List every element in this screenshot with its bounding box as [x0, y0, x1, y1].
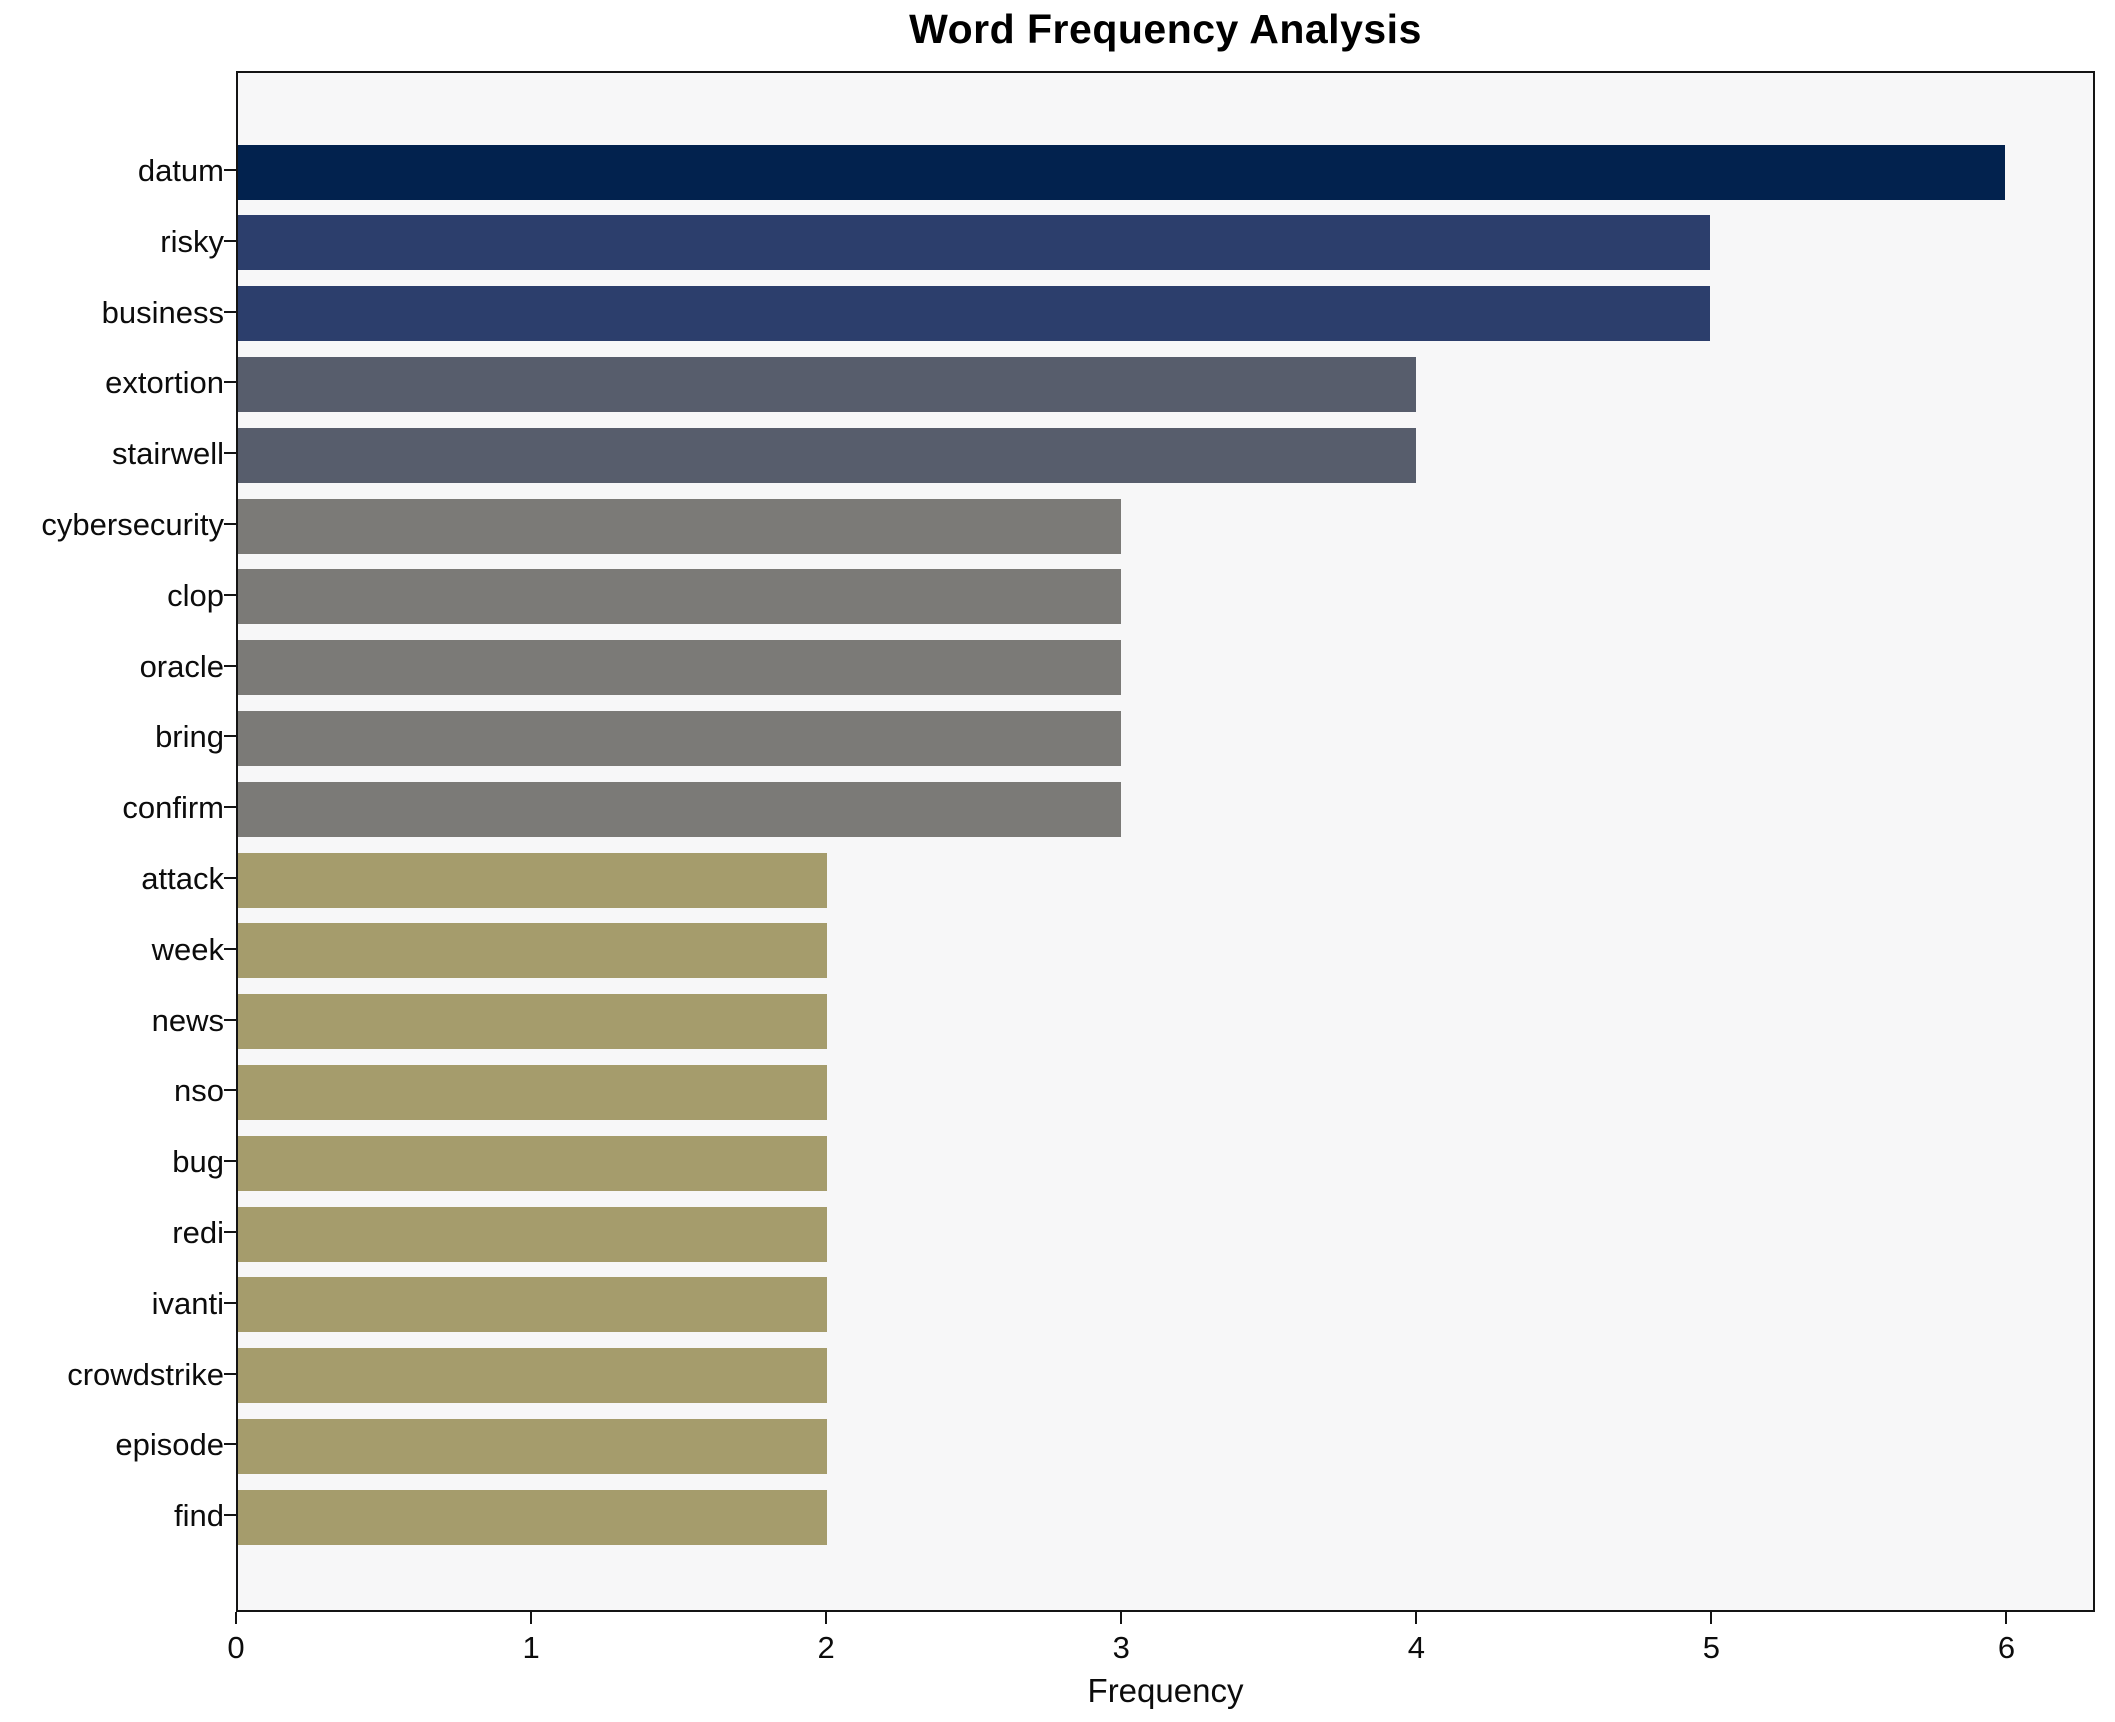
x-tick-label-1: 1	[522, 1630, 540, 1665]
bar-nso	[238, 1064, 827, 1120]
y-tick-mark	[224, 1018, 236, 1021]
y-tick-label-bug: bug	[172, 1144, 224, 1180]
chart-title: Word Frequency Analysis	[909, 6, 1422, 52]
y-tick-label-attack: attack	[141, 861, 224, 896]
y-tick-mark	[224, 1160, 236, 1163]
y-tick-label-find: find	[174, 1498, 224, 1534]
y-tick-label-clop: clop	[167, 577, 224, 613]
y-tick-mark	[224, 877, 236, 879]
x-tick-mark	[2005, 1612, 2008, 1624]
y-tick-mark	[224, 1443, 236, 1446]
y-tick-label-datum: datum	[137, 153, 224, 188]
y-tick-label-business: business	[101, 294, 224, 330]
bar-ivanti	[238, 1277, 827, 1333]
bar-find	[238, 1489, 827, 1545]
y-tick-mark	[224, 593, 236, 596]
y-tick-label-week: week	[151, 931, 224, 967]
bar-confirm	[238, 781, 1122, 837]
y-tick-label-episode: episode	[115, 1427, 224, 1463]
bar-datum	[238, 144, 2005, 200]
y-tick-label-bring: bring	[155, 719, 224, 755]
y-tick-label-news: news	[151, 1002, 224, 1038]
bar-oracle	[238, 640, 1122, 696]
x-tick-mark	[530, 1612, 533, 1624]
x-tick-label-2: 2	[817, 1630, 835, 1665]
x-tick-label-0: 0	[227, 1630, 245, 1665]
y-tick-label-risky: risky	[160, 223, 224, 259]
bar-episode	[238, 1418, 827, 1474]
y-tick-mark	[224, 1514, 236, 1517]
x-tick-mark	[1710, 1612, 1713, 1624]
bar-clop	[238, 569, 1122, 625]
x-tick-mark	[1120, 1612, 1123, 1624]
y-tick-mark	[224, 664, 236, 667]
x-axis-label: Frequency	[1087, 1672, 1244, 1709]
y-tick-mark	[224, 1372, 236, 1375]
y-tick-mark	[224, 1231, 236, 1233]
y-tick-mark	[224, 169, 236, 171]
y-tick-mark	[224, 1301, 236, 1304]
y-tick-label-confirm: confirm	[122, 790, 224, 826]
bar-attack	[238, 852, 827, 908]
y-tick-label-extortion: extortion	[105, 365, 224, 401]
y-tick-mark	[224, 310, 236, 313]
bar-redi	[238, 1206, 827, 1262]
bar-stairwell	[238, 427, 1416, 483]
y-tick-label-cybersecurity: cybersecurity	[41, 507, 224, 542]
bar-business	[238, 286, 1711, 342]
y-tick-mark	[224, 947, 236, 950]
y-tick-mark	[224, 239, 236, 242]
x-tick-label-6: 6	[1997, 1630, 2016, 1665]
x-tick-label-5: 5	[1702, 1630, 1721, 1665]
y-tick-mark	[224, 735, 236, 738]
x-tick-label-4: 4	[1407, 1630, 1425, 1665]
x-tick-mark	[235, 1612, 237, 1624]
y-tick-label-redi: redi	[172, 1215, 224, 1250]
plot-area	[236, 71, 2095, 1612]
x-tick-mark	[1415, 1612, 1418, 1624]
y-tick-label-oracle: oracle	[139, 648, 224, 684]
bar-week	[238, 923, 827, 979]
bar-news	[238, 994, 827, 1050]
y-tick-label-nso: nso	[174, 1073, 224, 1109]
x-tick-mark	[825, 1612, 828, 1624]
bar-risky	[238, 215, 1711, 271]
bar-bug	[238, 1135, 827, 1191]
y-tick-label-ivanti: ivanti	[151, 1285, 224, 1321]
y-tick-mark	[224, 806, 236, 809]
x-tick-label-3: 3	[1112, 1630, 1130, 1665]
y-tick-mark	[224, 381, 236, 384]
y-tick-label-stairwell: stairwell	[112, 436, 224, 472]
bar-cybersecurity	[238, 498, 1122, 554]
y-tick-mark	[224, 452, 236, 455]
y-tick-mark	[224, 523, 236, 525]
bar-extortion	[238, 356, 1416, 412]
bar-crowdstrike	[238, 1348, 827, 1404]
y-tick-mark	[224, 1089, 236, 1092]
bar-bring	[238, 710, 1122, 766]
y-tick-label-crowdstrike: crowdstrike	[67, 1356, 224, 1392]
